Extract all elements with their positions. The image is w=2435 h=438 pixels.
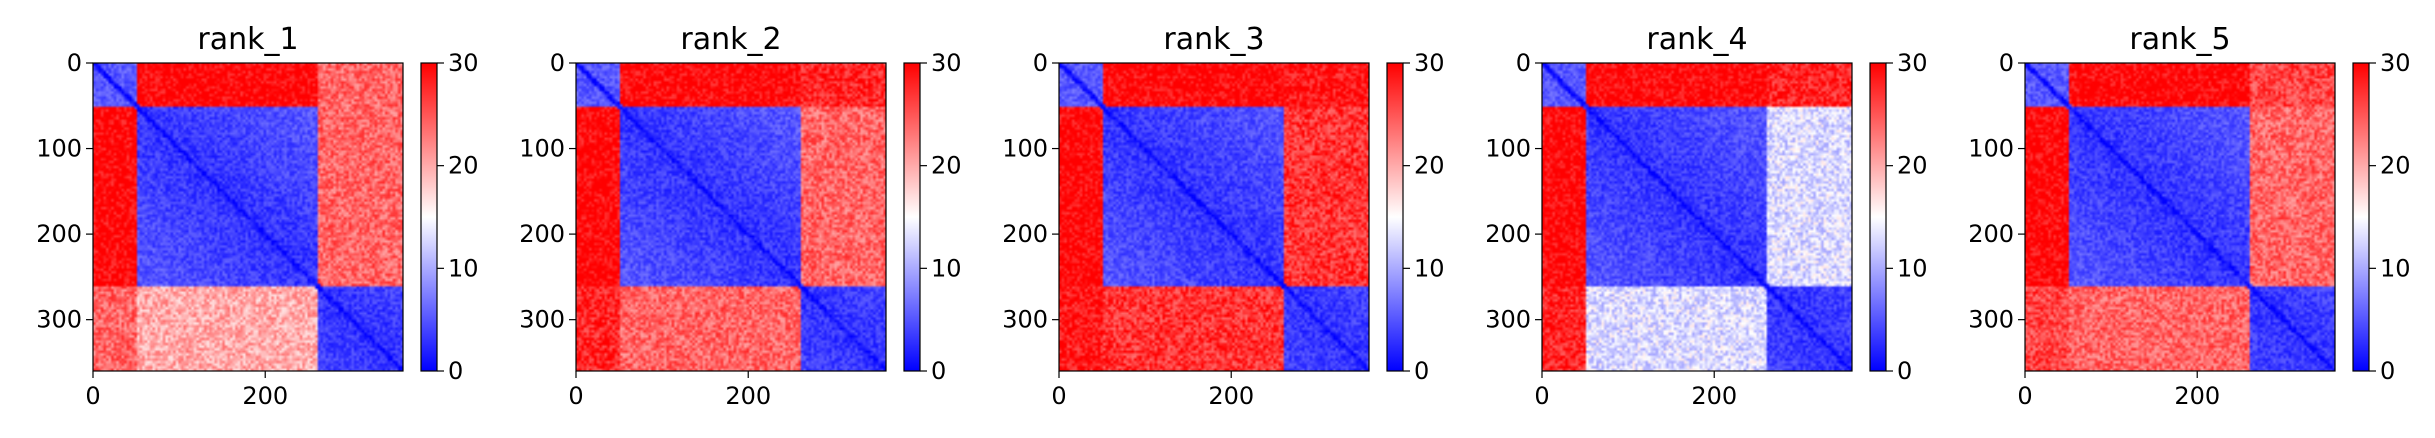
axes-frame	[92, 62, 404, 372]
colorbar-tick-label: 10	[448, 254, 479, 282]
colorbar-tick-label: 0	[931, 357, 946, 385]
y-tick-label: 300	[519, 306, 565, 334]
x-tick-label: 200	[2174, 382, 2220, 410]
heatmap-image	[1542, 63, 1852, 371]
y-tick-label: 200	[36, 220, 82, 248]
x-tick-label: 200	[1208, 382, 1254, 410]
colorbar-tick-label: 0	[1897, 357, 1912, 385]
axes-frame	[2024, 62, 2336, 372]
axes-frame	[1541, 62, 1853, 372]
x-tick-label: 200	[1691, 382, 1737, 410]
axes-frame	[575, 62, 887, 372]
y-tick-label: 300	[1968, 306, 2014, 334]
y-tick-label: 200	[519, 220, 565, 248]
y-tick-label: 0	[67, 49, 82, 77]
panel-title: rank_2	[680, 22, 781, 57]
colorbar-tick-label: 20	[1897, 152, 1928, 180]
panel-title: rank_5	[2129, 22, 2230, 57]
y-tick-label: 200	[1002, 220, 1048, 248]
y-tick-label: 200	[1968, 220, 2014, 248]
heatmap-image	[576, 63, 886, 371]
y-tick-label: 0	[1033, 49, 1048, 77]
y-tick-label: 100	[36, 135, 82, 163]
y-tick-label: 300	[1485, 306, 1531, 334]
y-tick-label: 0	[1999, 49, 2014, 77]
y-tick-label: 0	[1516, 49, 1531, 77]
colorbar-tick-label: 0	[448, 357, 463, 385]
x-tick-label: 0	[1051, 382, 1066, 410]
colorbar-tick-label: 30	[2380, 49, 2411, 77]
colorbar	[1386, 62, 1404, 372]
panel-title: rank_3	[1163, 22, 1264, 57]
x-tick-label: 0	[568, 382, 583, 410]
colorbar-tick-label: 10	[1897, 254, 1928, 282]
panel-title: rank_1	[197, 22, 298, 57]
y-tick-label: 300	[36, 306, 82, 334]
heatmap-panel-2: rank_2 0 200 0 100 200 300 0 10 20 30	[519, 22, 961, 410]
y-tick-label: 0	[550, 49, 565, 77]
colorbar-tick-label: 30	[1414, 49, 1445, 77]
colorbar	[420, 62, 438, 372]
y-tick-label: 100	[1485, 135, 1531, 163]
heatmap-image	[93, 63, 403, 371]
heatmap-image	[2025, 63, 2335, 371]
colorbar-tick-label: 20	[1414, 152, 1445, 180]
colorbar-tick-label: 20	[931, 152, 962, 180]
colorbar	[1869, 62, 1887, 372]
colorbar-tick-label: 10	[1414, 254, 1445, 282]
colorbar-tick-label: 30	[931, 49, 962, 77]
y-tick-label: 100	[519, 135, 565, 163]
y-tick-label: 200	[1485, 220, 1531, 248]
heatmap-image	[1059, 63, 1369, 371]
colorbar-tick-label: 30	[448, 49, 479, 77]
x-tick-label: 200	[725, 382, 771, 410]
x-tick-label: 0	[85, 382, 100, 410]
y-tick-label: 100	[1968, 135, 2014, 163]
heatmap-panel-4: rank_4 0 200 0 100 200 300 0 10 20 30	[1485, 22, 1927, 410]
panel-title: rank_4	[1646, 22, 1747, 57]
x-tick-label: 0	[2017, 382, 2032, 410]
x-tick-label: 0	[1534, 382, 1549, 410]
colorbar-tick-label: 0	[2380, 357, 2395, 385]
x-tick-label: 200	[242, 382, 288, 410]
colorbar-tick-label: 30	[1897, 49, 1928, 77]
heatmap-panel-3: rank_3 0 200 0 100 200 300 0 10 20 30	[1002, 22, 1444, 410]
colorbar-tick-label: 20	[2380, 152, 2411, 180]
axes-frame	[1058, 62, 1370, 372]
y-tick-label: 100	[1002, 135, 1048, 163]
colorbar	[2352, 62, 2370, 372]
colorbar-tick-label: 0	[1414, 357, 1429, 385]
colorbar	[903, 62, 921, 372]
colorbar-tick-label: 10	[931, 254, 962, 282]
heatmap-panel-5: rank_5 0 200 0 100 200 300 0 10 20 30	[1968, 22, 2410, 410]
heatmap-panel-1: rank_1 0 200 0 100 200 300 0 10 20 30	[36, 22, 478, 410]
colorbar-tick-label: 10	[2380, 254, 2411, 282]
y-tick-label: 300	[1002, 306, 1048, 334]
colorbar-tick-label: 20	[448, 152, 479, 180]
